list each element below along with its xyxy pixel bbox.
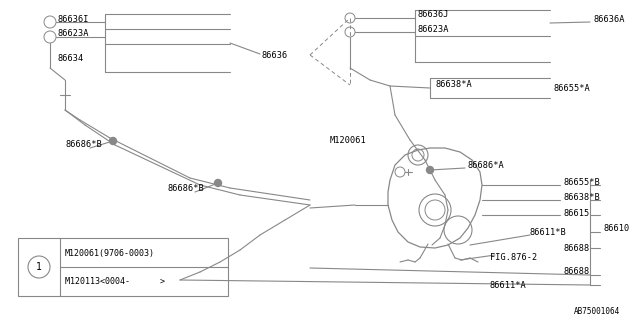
Text: 86655*A: 86655*A: [553, 84, 589, 92]
Circle shape: [214, 180, 221, 187]
Text: M120061: M120061: [330, 135, 367, 145]
Text: 86611*A: 86611*A: [490, 281, 527, 290]
Text: AB75001064: AB75001064: [573, 308, 620, 316]
Text: 86610: 86610: [603, 223, 629, 233]
Text: 86623A: 86623A: [57, 28, 88, 37]
Text: 86686*B: 86686*B: [168, 183, 205, 193]
Text: 86634: 86634: [57, 53, 83, 62]
Text: FIG.876-2: FIG.876-2: [490, 252, 537, 261]
Text: M120061(9706-0003): M120061(9706-0003): [65, 249, 155, 258]
Text: 1: 1: [36, 262, 42, 272]
Text: 86611*B: 86611*B: [530, 228, 567, 236]
Text: 86686*A: 86686*A: [468, 161, 505, 170]
Text: M120113<0004-      >: M120113<0004- >: [65, 277, 165, 286]
Text: 86636A: 86636A: [593, 14, 625, 23]
Text: 86688: 86688: [563, 244, 589, 252]
Text: 86623A: 86623A: [418, 25, 449, 34]
Text: 86655*B: 86655*B: [563, 178, 600, 187]
Text: 86615: 86615: [563, 209, 589, 218]
Circle shape: [109, 138, 116, 145]
Circle shape: [426, 166, 433, 173]
Text: 86638*B: 86638*B: [563, 193, 600, 202]
Text: 86636I: 86636I: [57, 14, 88, 23]
Text: 86636J: 86636J: [418, 10, 449, 19]
Text: 86636: 86636: [262, 51, 288, 60]
Text: 86688: 86688: [563, 268, 589, 276]
Text: 86686*B: 86686*B: [65, 140, 102, 148]
Text: 86638*A: 86638*A: [435, 79, 472, 89]
Bar: [18, 238, 228, 296]
